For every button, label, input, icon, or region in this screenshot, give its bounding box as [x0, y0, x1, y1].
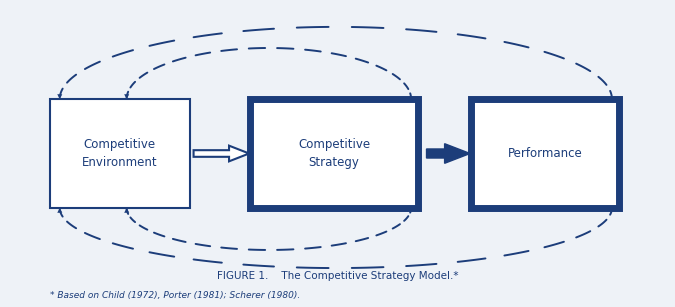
Text: Competitive
Strategy: Competitive Strategy [298, 138, 370, 169]
Text: FIGURE 1.    The Competitive Strategy Model.*: FIGURE 1. The Competitive Strategy Model… [217, 270, 458, 281]
Bar [471, 99, 619, 208]
Text: Performance: Performance [508, 147, 583, 160]
Text: Competitive
Environment: Competitive Environment [82, 138, 158, 169]
Text: * Based on Child (1972), Porter (1981); Scherer (1980).: * Based on Child (1972), Porter (1981); … [50, 291, 300, 300]
Bar [250, 99, 418, 208]
Bar [50, 99, 190, 208]
Polygon shape [427, 144, 470, 163]
Polygon shape [194, 146, 249, 161]
